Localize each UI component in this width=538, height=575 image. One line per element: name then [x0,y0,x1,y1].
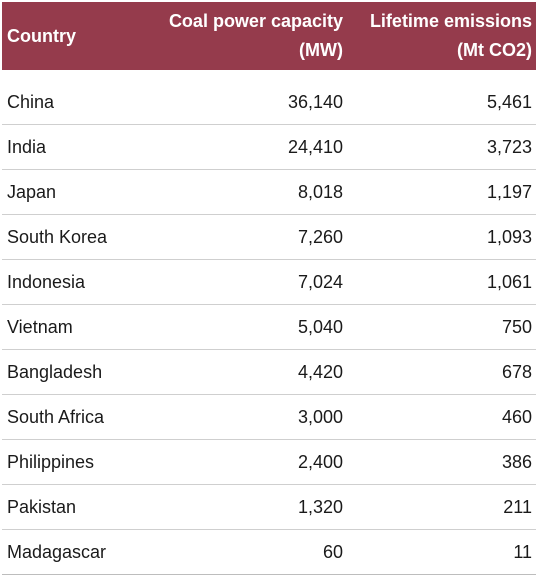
table-row: Japan 8,018 1,197 [2,170,536,215]
capacity-cell: 4,420 [297,361,343,382]
country-cell: Indonesia [7,271,86,292]
emissions-cell: 1,197 [486,181,532,202]
capacity-cell: 36,140 [287,91,343,112]
capacity-cell: 1,320 [297,496,343,517]
emissions-cell: 386 [501,451,532,472]
country-cell: Philippines [7,451,95,472]
table-row: Indonesia 7,024 1,061 [2,260,536,305]
column-header-country-label: Country [7,25,76,46]
country-cell: Vietnam [7,316,73,337]
emissions-cell: 750 [501,316,532,337]
country-cell: Pakistan [7,496,77,517]
column-header-emissions-line2: (Mt CO2) [457,40,532,60]
emissions-cell: 211 [503,496,532,517]
capacity-cell: 24,410 [287,136,343,157]
country-cell: India [7,136,47,157]
capacity-cell: 60 [322,541,343,562]
emissions-cell: 1,093 [486,226,532,247]
table-header: Country Coal power capacity (MW) Lifetim… [2,2,536,70]
column-header-country: Country [2,2,152,70]
table-body: China 36,140 5,461 India 24,410 3,723 Ja… [2,80,536,575]
table-row: India 24,410 3,723 [2,125,536,170]
capacity-cell: 8,018 [297,181,343,202]
emissions-cell: 3,723 [486,136,532,157]
emissions-cell: 5,461 [486,91,532,112]
table-row: Vietnam 5,040 750 [2,305,536,350]
table-row: China 36,140 5,461 [2,80,536,125]
country-cell: South Korea [7,226,108,247]
table-row: Madagascar 60 11 [2,530,536,575]
column-header-capacity: Coal power capacity (MW) [152,2,348,70]
emissions-cell: 1,061 [486,271,532,292]
column-header-capacity-line1: Coal power capacity [168,11,343,31]
table-row: Bangladesh 4,420 678 [2,350,536,395]
table-row: Pakistan 1,320 211 [2,485,536,530]
country-cell: South Africa [7,406,105,427]
emissions-cell: 678 [501,361,532,382]
capacity-cell: 7,024 [297,271,343,292]
column-header-capacity-line2: (MW) [299,40,343,60]
capacity-cell: 3,000 [297,406,343,427]
capacity-cell: 7,260 [297,226,343,247]
capacity-cell: 2,400 [297,451,343,472]
table-row: Philippines 2,400 386 [2,440,536,485]
table-row: South Korea 7,260 1,093 [2,215,536,260]
country-cell: Madagascar [7,541,107,562]
country-cell: Bangladesh [7,361,103,382]
table-row: South Africa 3,000 460 [2,395,536,440]
capacity-cell: 5,040 [297,316,343,337]
column-header-emissions: Lifetime emissions (Mt CO2) [348,2,536,70]
emissions-cell: 11 [513,541,532,562]
country-cell: China [7,91,55,112]
column-header-emissions-line1: Lifetime emissions [369,11,532,31]
country-cell: Japan [7,181,57,202]
emissions-cell: 460 [501,406,532,427]
